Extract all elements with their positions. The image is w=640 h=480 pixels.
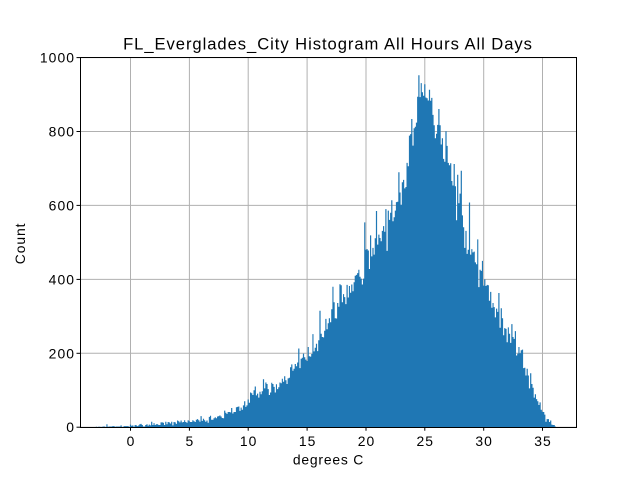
svg-text:5: 5 [186, 433, 195, 449]
svg-text:200: 200 [49, 345, 75, 361]
svg-text:1000: 1000 [40, 50, 75, 66]
svg-text:800: 800 [49, 124, 75, 140]
svg-text:400: 400 [49, 271, 75, 287]
svg-text:25: 25 [417, 433, 435, 449]
svg-text:FL_Everglades_City Histogram A: FL_Everglades_City Histogram All Hours A… [123, 34, 533, 53]
svg-text:Count: Count [12, 223, 28, 265]
svg-text:degrees C: degrees C [293, 452, 364, 468]
svg-text:600: 600 [49, 197, 75, 213]
svg-text:0: 0 [66, 419, 75, 435]
svg-text:35: 35 [534, 433, 552, 449]
svg-text:30: 30 [475, 433, 493, 449]
svg-text:15: 15 [299, 433, 317, 449]
svg-text:0: 0 [127, 433, 136, 449]
svg-text:20: 20 [358, 433, 376, 449]
svg-text:10: 10 [240, 433, 258, 449]
